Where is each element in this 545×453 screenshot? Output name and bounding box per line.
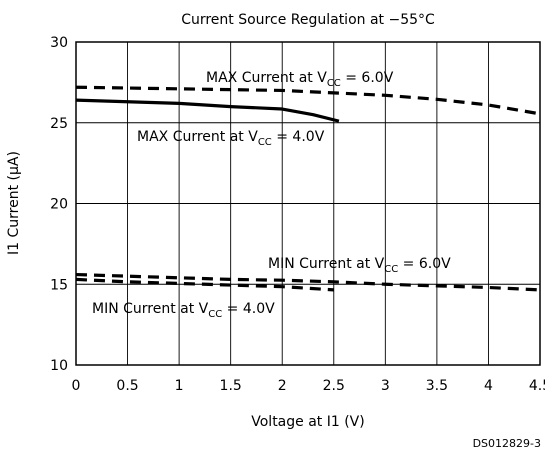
y-tick-label: 20 bbox=[50, 197, 68, 213]
series-group bbox=[75, 85, 541, 292]
chart-title: Current Source Regulation at −55°C bbox=[181, 12, 435, 28]
annotation-max-4v: MAX Current at VCC = 4.0V bbox=[137, 129, 325, 148]
x-tick-label: 0 bbox=[72, 378, 81, 394]
y-axis-title: I1 Current (μA) bbox=[6, 151, 22, 255]
annotation-max-6v-main: MAX Current at V bbox=[206, 70, 327, 86]
annotation-min-6v-sub: CC bbox=[384, 264, 398, 275]
annotation-min-4v: MIN Current at VCC = 4.0V bbox=[92, 301, 275, 320]
y-tick-label: 15 bbox=[50, 277, 68, 293]
x-tick-label: 3 bbox=[381, 378, 390, 394]
y-tick-label: 30 bbox=[50, 35, 68, 51]
x-tick-label: 4 bbox=[484, 378, 493, 394]
annotation-max-4v-main: MAX Current at V bbox=[137, 129, 258, 145]
figure-code: DS012829-3 bbox=[473, 437, 541, 450]
annotation-max-4v-sub: CC bbox=[258, 137, 272, 148]
annotation-max-6v-tail: = 6.0V bbox=[341, 70, 394, 86]
x-tick-label: 4.5 bbox=[529, 378, 545, 394]
annotation-max-4v-tail: = 4.0V bbox=[272, 129, 325, 145]
x-tick-label: 3.5 bbox=[426, 378, 448, 394]
x-tick-label: 2 bbox=[278, 378, 287, 394]
annotation-max-6v: MAX Current at VCC = 6.0V bbox=[206, 70, 394, 89]
x-axis-title: Voltage at I1 (V) bbox=[251, 414, 364, 430]
y-tick-labels: 10 15 20 25 30 bbox=[50, 35, 68, 374]
annotation-max-6v-sub: CC bbox=[327, 78, 341, 89]
y-tick-label: 10 bbox=[50, 358, 68, 374]
x-tick-label: 0.5 bbox=[116, 378, 138, 394]
series-line-1 bbox=[75, 98, 340, 123]
series-line-0 bbox=[75, 85, 541, 116]
annotation-min-4v-main: MIN Current at V bbox=[92, 301, 209, 317]
annotation-min-4v-sub: CC bbox=[208, 309, 222, 320]
annotation-min-6v: MIN Current at VCC = 6.0V bbox=[268, 256, 451, 275]
x-tick-labels: 0 0.5 1 1.5 2 2.5 3 3.5 4 4.5 bbox=[72, 378, 545, 394]
x-tick-label: 1 bbox=[175, 378, 184, 394]
series-line-3 bbox=[75, 277, 334, 292]
y-tick-label: 25 bbox=[50, 116, 68, 132]
annotation-min-4v-tail: = 4.0V bbox=[222, 301, 275, 317]
x-tick-label: 1.5 bbox=[220, 378, 242, 394]
series-line-2 bbox=[75, 272, 541, 292]
plot-frame bbox=[75, 41, 541, 366]
annotation-min-6v-main: MIN Current at V bbox=[268, 256, 385, 272]
annotation-min-6v-tail: = 6.0V bbox=[398, 256, 451, 272]
x-tick-label: 2.5 bbox=[323, 378, 345, 394]
